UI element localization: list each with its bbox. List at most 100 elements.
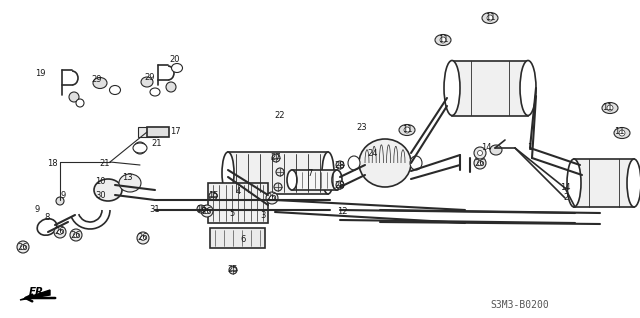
Circle shape xyxy=(336,161,344,169)
Ellipse shape xyxy=(435,34,451,45)
Ellipse shape xyxy=(109,86,120,94)
Text: 28: 28 xyxy=(335,181,346,190)
Text: 13: 13 xyxy=(122,174,132,183)
Ellipse shape xyxy=(133,143,147,153)
Text: 2: 2 xyxy=(563,193,568,203)
Text: 24: 24 xyxy=(368,149,378,157)
Circle shape xyxy=(76,99,84,107)
Text: 23: 23 xyxy=(356,123,367,133)
Text: FR.: FR. xyxy=(28,287,48,297)
Circle shape xyxy=(619,130,625,136)
Text: 9: 9 xyxy=(35,205,40,215)
Bar xyxy=(574,159,634,207)
Ellipse shape xyxy=(410,156,422,170)
Circle shape xyxy=(336,181,344,189)
Circle shape xyxy=(56,197,64,205)
Text: 11: 11 xyxy=(614,128,624,136)
Circle shape xyxy=(477,150,483,156)
Bar xyxy=(138,127,158,137)
Text: 21: 21 xyxy=(152,139,163,148)
Text: 14: 14 xyxy=(560,183,570,192)
Ellipse shape xyxy=(222,152,234,194)
Text: 27: 27 xyxy=(271,154,282,162)
Text: 22: 22 xyxy=(275,110,285,120)
Text: 1: 1 xyxy=(527,143,532,153)
Circle shape xyxy=(487,15,493,21)
Ellipse shape xyxy=(287,170,297,190)
Text: 3: 3 xyxy=(260,211,266,219)
Text: 29: 29 xyxy=(145,73,156,82)
Text: 20: 20 xyxy=(170,56,180,65)
Ellipse shape xyxy=(348,156,360,170)
Ellipse shape xyxy=(482,12,498,24)
Ellipse shape xyxy=(172,64,182,73)
Ellipse shape xyxy=(490,145,502,155)
Text: 9: 9 xyxy=(60,191,66,201)
Circle shape xyxy=(58,230,63,234)
Text: 11: 11 xyxy=(602,103,612,113)
Circle shape xyxy=(274,183,282,191)
Text: 26: 26 xyxy=(202,206,212,216)
Ellipse shape xyxy=(37,219,57,235)
Circle shape xyxy=(440,37,446,43)
Text: 10: 10 xyxy=(95,176,105,185)
Text: 7: 7 xyxy=(307,169,313,178)
Text: 11: 11 xyxy=(438,36,448,45)
Ellipse shape xyxy=(399,125,415,135)
Text: 29: 29 xyxy=(92,74,102,84)
Polygon shape xyxy=(20,290,50,300)
Circle shape xyxy=(474,147,486,159)
Ellipse shape xyxy=(94,179,122,201)
Circle shape xyxy=(166,82,176,92)
Text: 26: 26 xyxy=(267,193,277,203)
Bar xyxy=(452,61,528,116)
Ellipse shape xyxy=(444,60,460,115)
Text: 26: 26 xyxy=(138,233,148,243)
Bar xyxy=(228,152,328,194)
Ellipse shape xyxy=(332,170,342,190)
Text: 26: 26 xyxy=(18,243,28,252)
Ellipse shape xyxy=(150,88,160,96)
Ellipse shape xyxy=(567,159,581,207)
Text: 4: 4 xyxy=(236,188,241,197)
Circle shape xyxy=(477,161,483,165)
Text: 8: 8 xyxy=(44,213,50,223)
Circle shape xyxy=(266,192,278,204)
Text: 25: 25 xyxy=(228,266,238,274)
Circle shape xyxy=(134,142,146,154)
Text: 6: 6 xyxy=(240,236,246,245)
Text: 26: 26 xyxy=(70,231,81,239)
Circle shape xyxy=(69,92,79,102)
Circle shape xyxy=(197,205,205,213)
Text: 26: 26 xyxy=(475,158,485,168)
Text: 12: 12 xyxy=(337,208,348,217)
Ellipse shape xyxy=(141,77,153,87)
Bar xyxy=(210,228,265,248)
Ellipse shape xyxy=(627,159,640,207)
Circle shape xyxy=(205,209,209,213)
Circle shape xyxy=(272,154,280,162)
Ellipse shape xyxy=(322,152,334,194)
Text: 30: 30 xyxy=(96,191,106,201)
Text: 19: 19 xyxy=(35,68,45,78)
Ellipse shape xyxy=(520,60,536,115)
Circle shape xyxy=(70,229,82,241)
Text: 28: 28 xyxy=(335,161,346,169)
Circle shape xyxy=(474,157,486,169)
Circle shape xyxy=(17,241,29,253)
Circle shape xyxy=(269,196,275,201)
Text: 14: 14 xyxy=(481,143,492,153)
Circle shape xyxy=(404,127,410,133)
Text: 26: 26 xyxy=(54,227,65,237)
Circle shape xyxy=(201,205,213,217)
Circle shape xyxy=(276,168,284,176)
Circle shape xyxy=(209,192,217,200)
Circle shape xyxy=(54,226,66,238)
Text: 15: 15 xyxy=(208,191,218,201)
Text: 11: 11 xyxy=(402,126,412,135)
Circle shape xyxy=(20,245,26,250)
Ellipse shape xyxy=(602,102,618,114)
Text: 17: 17 xyxy=(170,127,180,135)
Circle shape xyxy=(74,232,79,238)
Text: 5: 5 xyxy=(229,209,235,218)
